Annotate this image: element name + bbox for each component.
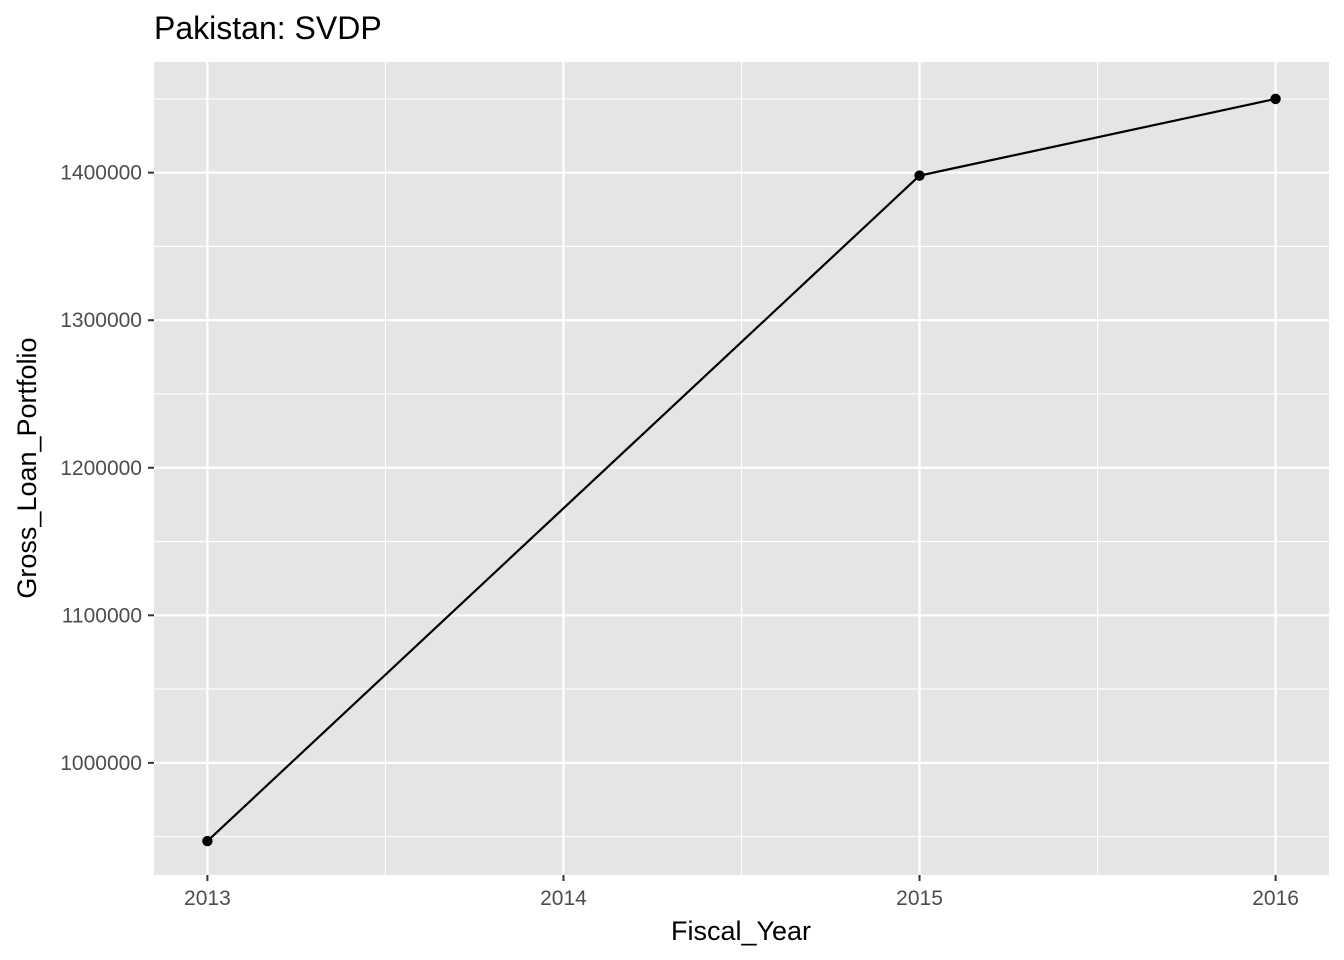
y-axis-title: Gross_Loan_Portfolio — [12, 337, 42, 598]
x-axis-title: Fiscal_Year — [671, 916, 811, 946]
x-tick-label: 2016 — [1252, 887, 1299, 910]
series-layer — [202, 93, 1281, 847]
x-tick-label: 2013 — [184, 887, 231, 910]
chart-title: Pakistan: SVDP — [154, 10, 382, 46]
y-tick-label: 1100000 — [62, 604, 142, 627]
data-point — [1270, 93, 1281, 105]
x-tick-label: 2014 — [540, 887, 587, 910]
x-axis: 2013 2014 2015 2016 — [184, 875, 1299, 910]
x-tick-label: 2015 — [896, 887, 943, 910]
major-gridlines — [154, 62, 1329, 875]
data-point — [202, 835, 213, 847]
y-axis: 1000000 1100000 1200000 1300000 1400000 — [60, 162, 154, 775]
y-tick-label: 1400000 — [60, 162, 142, 185]
data-point — [914, 170, 925, 181]
y-tick-label: 1300000 — [60, 309, 142, 332]
minor-gridlines — [154, 62, 1329, 875]
y-tick-label: 1200000 — [60, 457, 142, 480]
y-tick-label: 1000000 — [60, 752, 142, 775]
